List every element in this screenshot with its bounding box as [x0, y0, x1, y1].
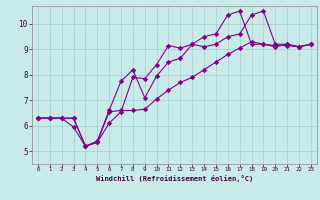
- X-axis label: Windchill (Refroidissement éolien,°C): Windchill (Refroidissement éolien,°C): [96, 175, 253, 182]
